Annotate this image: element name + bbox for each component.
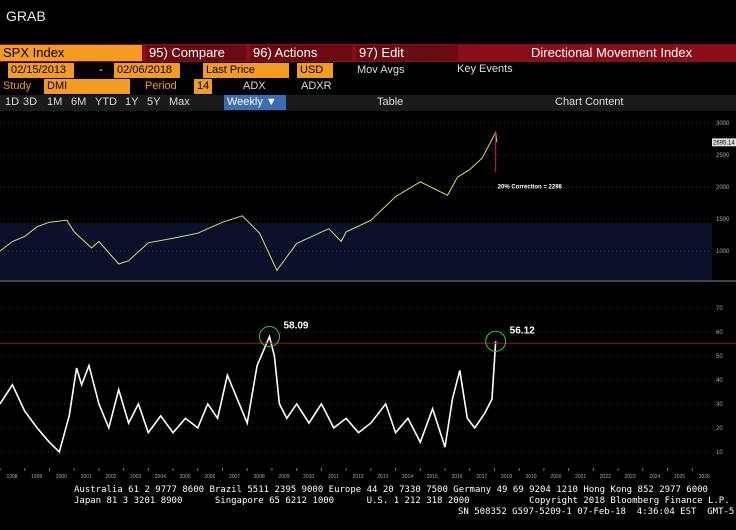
period-button[interactable]: 6M [71, 96, 87, 108]
y-tick-label: 2500 [716, 153, 730, 159]
x-tick-label: 2003 [130, 474, 141, 480]
period-button[interactable]: 3D [23, 96, 38, 108]
x-tick-label: 2015 [427, 474, 438, 480]
period-button[interactable]: Max [169, 96, 190, 108]
chart-content[interactable]: Chart Content [555, 96, 624, 108]
actions-button[interactable]: 96) Actions [250, 45, 352, 61]
x-tick-label: 2008 [254, 474, 265, 480]
adxr-toggle[interactable]: ADXR [301, 80, 332, 92]
y-tick-label: 30 [716, 402, 723, 408]
adx-toggle[interactable]: ADX [243, 80, 266, 92]
x-tick-label: 2019 [526, 474, 537, 480]
x-tick-label: 2011 [328, 474, 339, 480]
mov-avgs[interactable]: Mov Avgs [357, 64, 405, 76]
x-tick-label: 2002 [105, 474, 116, 480]
x-tick-label: 2000 [56, 474, 67, 480]
y-tick-label: 70 [716, 306, 723, 312]
y-tick-label: 50 [716, 354, 723, 360]
x-tick-label: 2023 [624, 474, 635, 480]
price-field[interactable]: Last Price [203, 63, 289, 78]
x-tick-label: 2026 [699, 474, 710, 480]
currency[interactable]: USD [297, 63, 333, 78]
key-events[interactable]: Key Events [457, 63, 513, 75]
x-tick-label: 2024 [649, 474, 660, 480]
x-tick-label: 2006 [204, 474, 215, 480]
y-tick-label: 2000 [716, 185, 730, 191]
ticker[interactable]: SPX Index [0, 45, 142, 61]
compare-button[interactable]: 95) Compare [146, 45, 246, 61]
x-tick-label: 2021 [575, 474, 586, 480]
y-tick-label: 3000 [716, 121, 730, 127]
frequency[interactable]: Weekly ▼ [224, 95, 286, 110]
x-tick-label: 2013 [377, 474, 388, 480]
period-button[interactable]: 1Y [125, 96, 139, 108]
period-button[interactable]: YTD [95, 96, 117, 108]
x-tick-label: 2022 [600, 474, 611, 480]
function-name: Directional Movement Index [531, 45, 693, 60]
x-tick-label: 2010 [303, 474, 314, 480]
x-tick-label: 2018 [501, 474, 512, 480]
peak-label: 56.12 [510, 325, 535, 336]
period-button[interactable]: 1D [5, 96, 20, 108]
study-label: Study [3, 80, 32, 92]
x-tick-label: 2017 [476, 474, 487, 480]
study-value[interactable]: DMI [44, 79, 130, 94]
period[interactable]: 14 [194, 79, 212, 94]
series-line [0, 334, 497, 454]
period-button[interactable]: 1M [47, 96, 63, 108]
footer-line: Australia 61 2 9777 8600 Brazil 5511 239… [74, 485, 708, 495]
footer-line: Japan 81 3 3201 8900 Singapore 65 6212 1… [74, 496, 730, 506]
period-bar [0, 95, 736, 111]
y-tick-label: 40 [716, 378, 723, 384]
peak-circle [258, 326, 280, 348]
annotation: 20% Correction = 2298 [498, 184, 563, 190]
y-tick-label: 20 [716, 426, 723, 432]
series-line [0, 130, 498, 272]
x-tick-label: 2009 [278, 474, 289, 480]
x-tick-label: 2020 [550, 474, 561, 480]
edit-button[interactable]: 97) Edit [356, 45, 458, 61]
y-tick-label: 1000 [716, 249, 730, 255]
last-value-label: 2695.14 [713, 140, 735, 146]
dash: - [99, 64, 103, 76]
y-tick-label: 10 [716, 450, 723, 456]
y-tick-label: 60 [716, 330, 723, 336]
x-tick-label: 1998 [6, 474, 17, 480]
window-title: GRAB [6, 8, 46, 24]
x-tick-label: 2012 [353, 474, 364, 480]
y-tick-label: 1500 [716, 217, 730, 223]
x-tick-label: 2014 [402, 474, 413, 480]
table-button[interactable]: Table [377, 96, 404, 108]
footer-line: SN 508352 G597-5209-1 07-Feb-18 4:36:04 … [458, 507, 736, 517]
x-tick-label: 2025 [674, 474, 685, 480]
period-label: Period [145, 80, 177, 92]
x-tick-label: 2016 [451, 474, 462, 480]
x-tick-label: 1999 [31, 474, 42, 480]
x-tick-label: 2005 [179, 474, 190, 480]
peak-label: 58.09 [283, 321, 308, 332]
x-tick-label: 2004 [155, 474, 166, 480]
period-button[interactable]: 5Y [147, 96, 161, 108]
last-value-box [712, 138, 736, 147]
end-date[interactable]: 02/06/2018 [114, 63, 180, 78]
peak-circle [485, 330, 507, 352]
chart: 1000 1500 2000 2500 3000 2695.14 20% Correctio… [0, 121, 736, 480]
start-date[interactable]: 02/15/2013 [8, 63, 74, 78]
x-tick-label: 2007 [229, 474, 240, 480]
x-tick-label: 2001 [81, 474, 92, 480]
